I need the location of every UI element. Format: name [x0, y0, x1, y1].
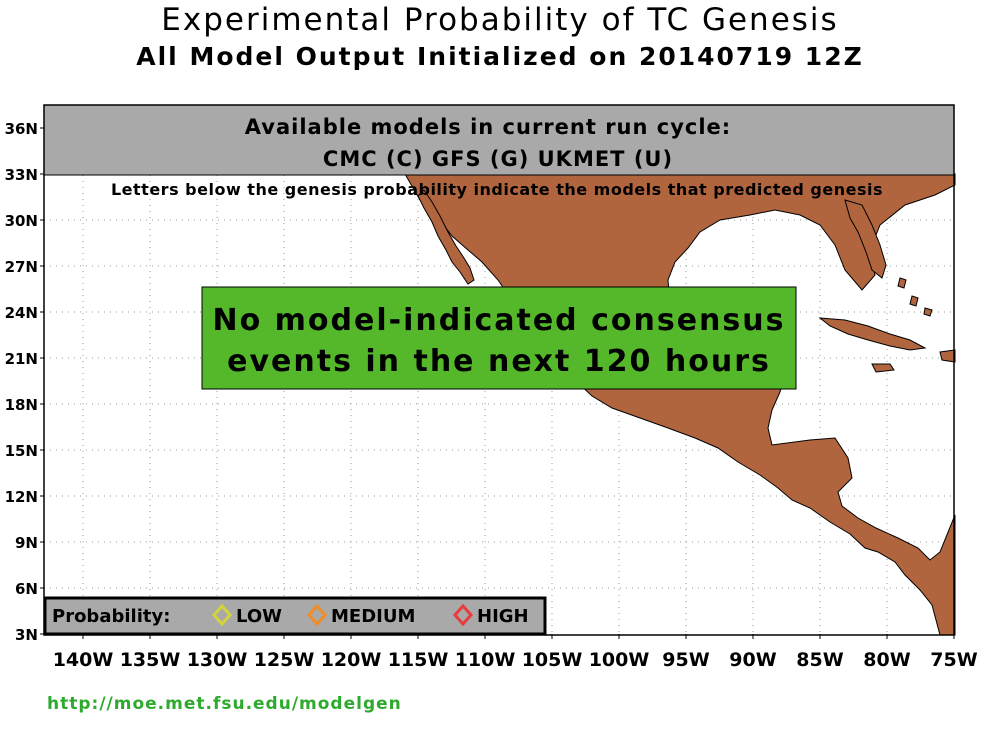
- lon-tick-label: 125W: [254, 649, 315, 671]
- legend-medium-label: MEDIUM: [331, 606, 415, 627]
- latitude-axis: 36N 33N 30N 27N 24N 21N 18N 15N 12N 9N 6N 3N: [5, 120, 44, 644]
- lon-tick-label: 95W: [662, 649, 709, 671]
- lat-tick-label: 12N: [5, 488, 38, 506]
- source-url[interactable]: http://moe.met.fsu.edu/modelgen: [47, 694, 402, 714]
- landmass-hispaniola: [939, 349, 956, 363]
- map-title: Experimental Probability of TC Genesis: [161, 2, 839, 38]
- landmass-florida: [844, 199, 887, 279]
- landmass-bahamas: [897, 277, 933, 317]
- consensus-line-1: No model-indicated consensus: [212, 303, 785, 338]
- lon-tick-label: 100W: [589, 649, 650, 671]
- lat-tick-label: 18N: [5, 396, 38, 414]
- lat-tick-label: 6N: [15, 580, 38, 598]
- lat-tick-label: 33N: [5, 166, 38, 184]
- lon-tick-label: 75W: [930, 649, 977, 671]
- letters-note: Letters below the genesis probability in…: [111, 180, 883, 199]
- lon-tick-label: 90W: [729, 649, 776, 671]
- medium-diamond-icon: [306, 603, 328, 627]
- lat-tick-label: 3N: [15, 626, 38, 644]
- map-frame: [43, 104, 955, 636]
- lat-tick-label: 27N: [5, 258, 38, 276]
- legend-high: HIGH: [452, 603, 529, 627]
- map-subtitle: All Model Output Initialized on 20140719…: [136, 42, 864, 71]
- lon-tick-label: 120W: [321, 649, 382, 671]
- lon-tick-label: 85W: [796, 649, 843, 671]
- legend-high-label: HIGH: [477, 606, 529, 627]
- longitude-axis: 140W 135W 130W 125W 120W 115W 110W 105W 100W 95W 9…: [53, 634, 978, 671]
- lat-tick-label: 36N: [5, 120, 38, 138]
- legend-low-label: LOW: [236, 606, 282, 627]
- consensus-message-box: [201, 286, 797, 390]
- models-heading: Available models in current run cycle:: [245, 115, 731, 139]
- lon-tick-label: 105W: [522, 649, 583, 671]
- landmass-baja-california: [417, 189, 475, 285]
- models-list: CMC (C) GFS (G) UKMET (U): [323, 147, 673, 171]
- lat-tick-label: 9N: [15, 534, 38, 552]
- lon-tick-label: 110W: [455, 649, 516, 671]
- lat-tick-label: 21N: [5, 350, 38, 368]
- high-diamond-icon: [452, 603, 474, 627]
- legend-label: Probability:: [52, 606, 170, 627]
- lon-tick-label: 140W: [53, 649, 114, 671]
- lon-tick-label: 80W: [863, 649, 910, 671]
- lat-tick-label: 24N: [5, 304, 38, 322]
- probability-legend: [43, 596, 547, 636]
- landmass-jamaica: [871, 363, 895, 373]
- legend-low: LOW: [211, 603, 282, 627]
- lon-tick-label: 135W: [120, 649, 181, 671]
- low-diamond-icon: [211, 603, 233, 627]
- lon-tick-label: 115W: [388, 649, 449, 671]
- lon-tick-label: 130W: [187, 649, 248, 671]
- lat-tick-label: 30N: [5, 212, 38, 230]
- landmass-cuba: [818, 317, 927, 351]
- lat-tick-label: 15N: [5, 442, 38, 460]
- consensus-line-2: events in the next 120 hours: [227, 344, 771, 379]
- legend-medium: MEDIUM: [306, 603, 415, 627]
